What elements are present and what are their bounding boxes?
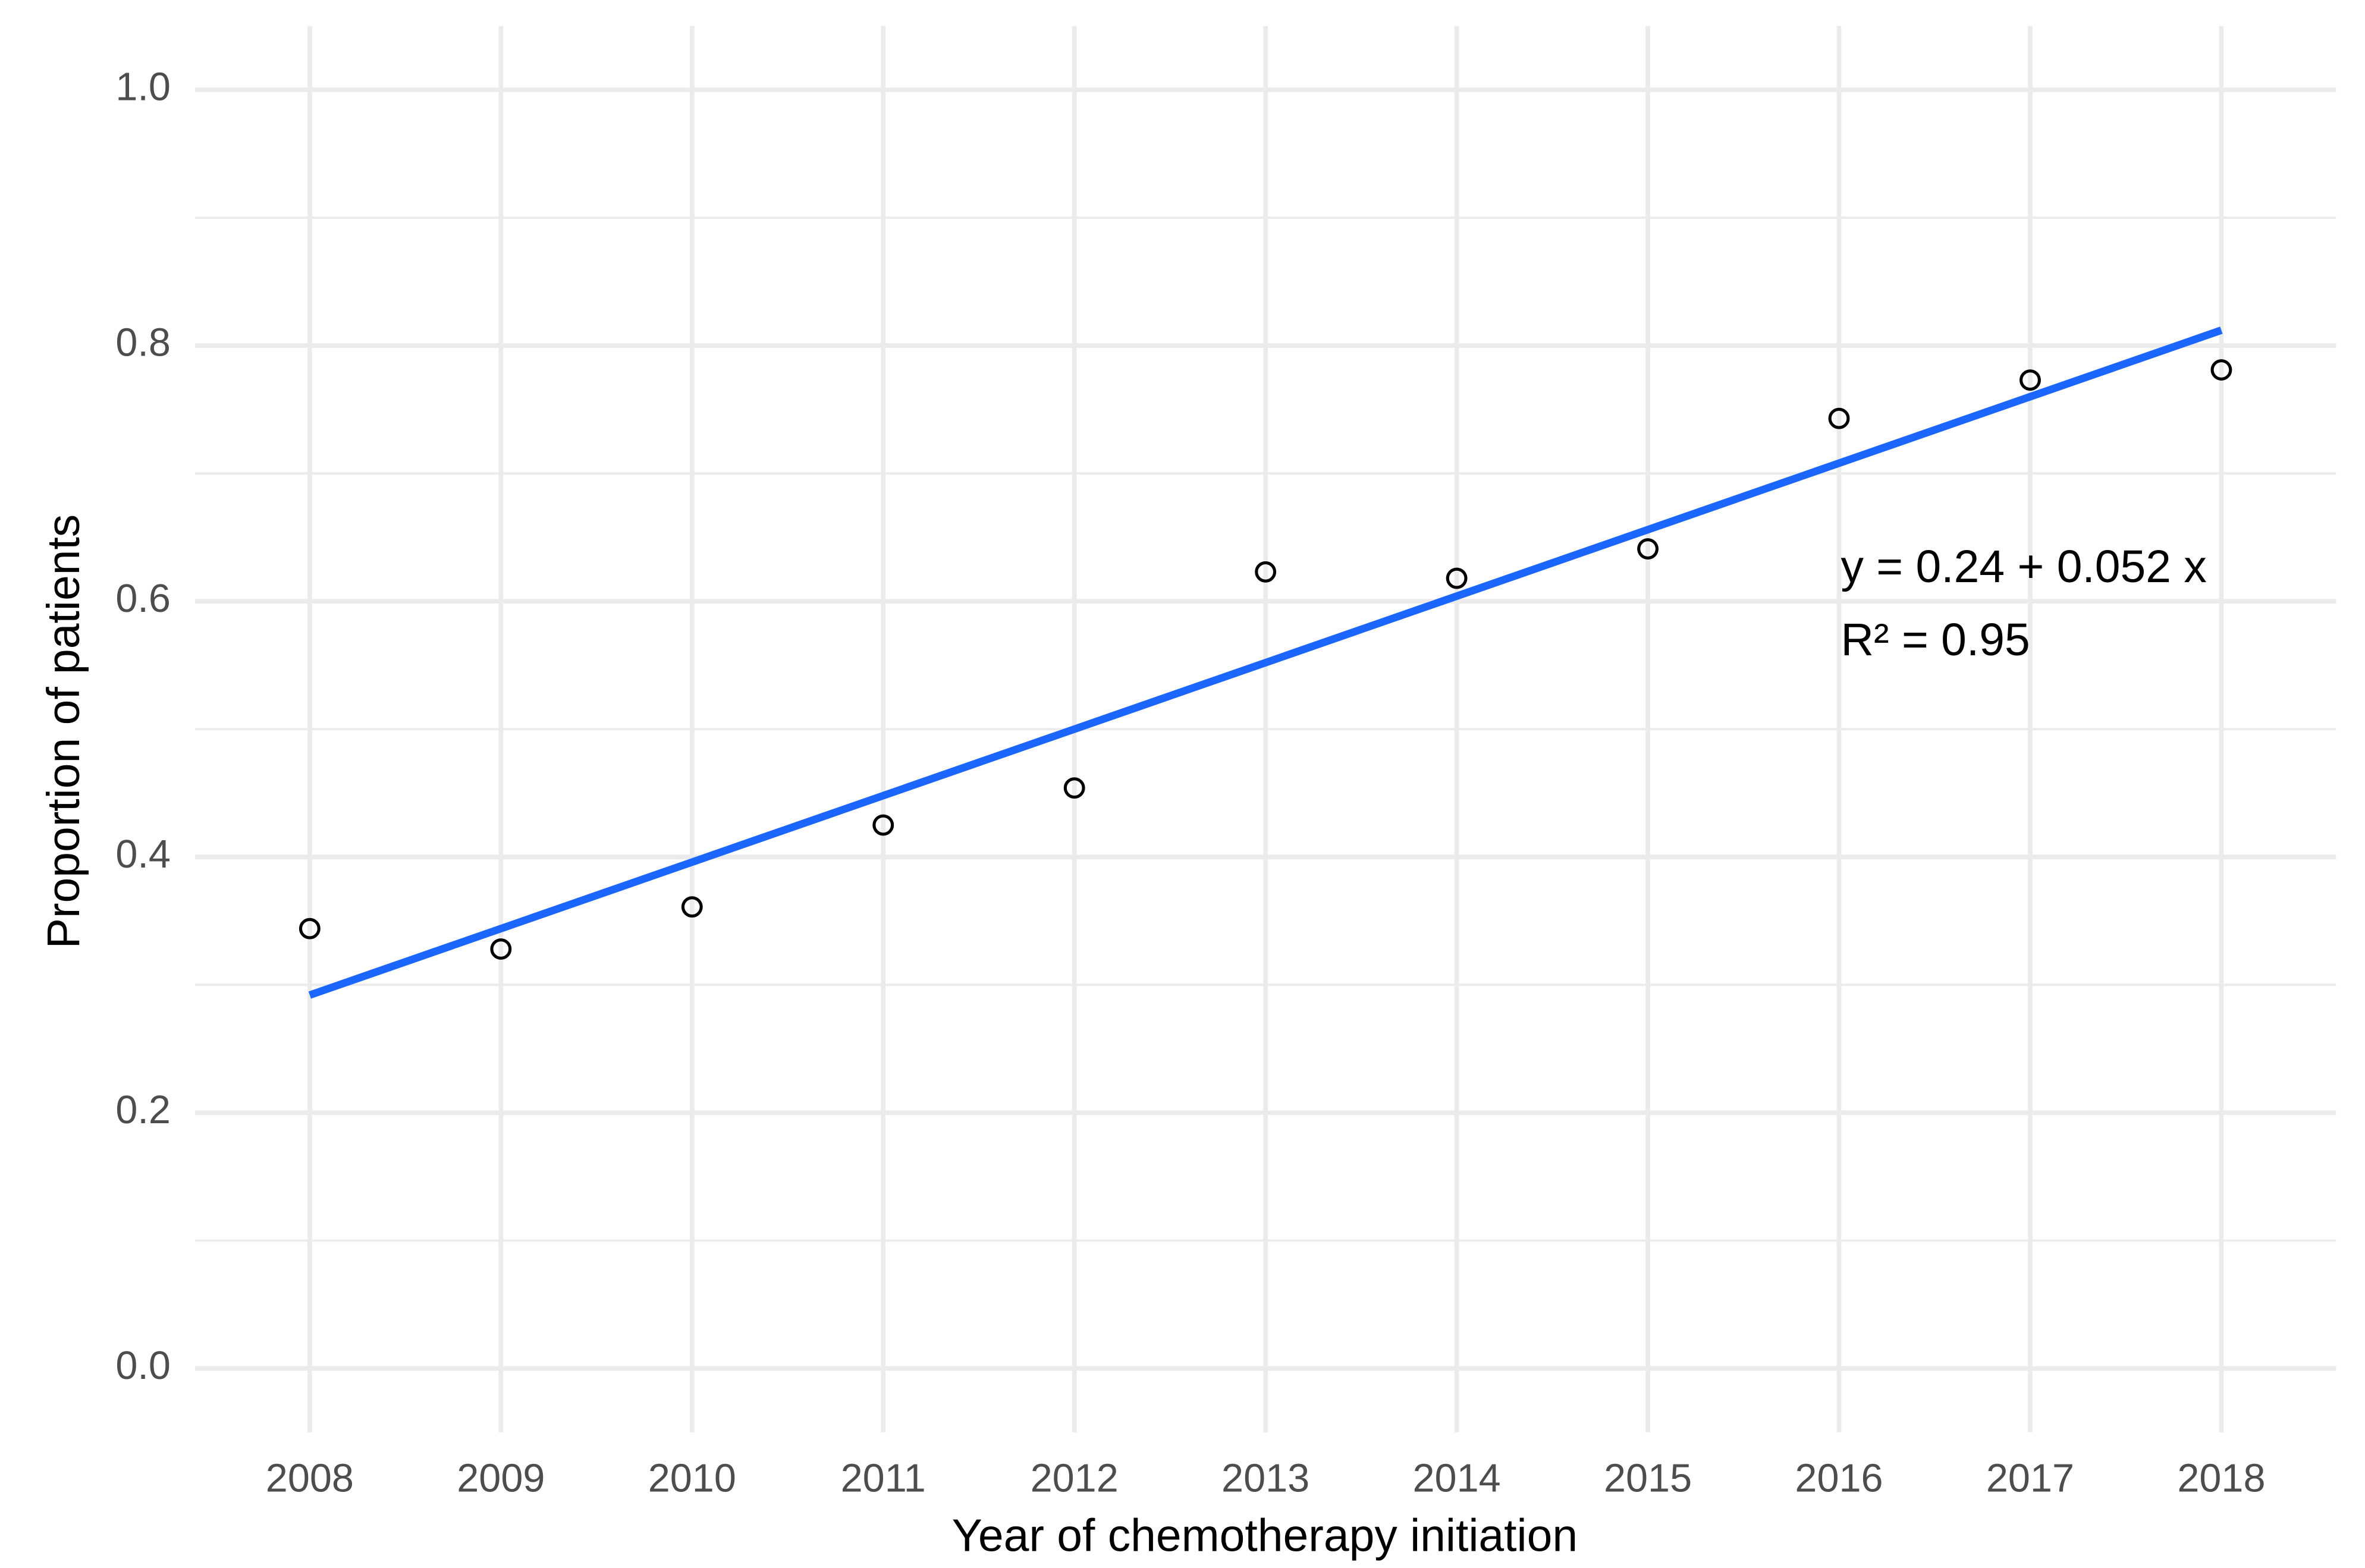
x-tick-label: 2013 [1221, 1457, 1309, 1501]
data-point [681, 896, 703, 918]
fit-line [308, 326, 2223, 999]
x-tick-label: 2012 [1031, 1457, 1119, 1501]
data-point [872, 814, 894, 836]
x-tick-label: 2010 [648, 1457, 736, 1501]
x-tick-label: 2015 [1604, 1457, 1692, 1501]
x-tick-label: 2009 [457, 1457, 545, 1501]
y-tick-label: 0.0 [115, 1344, 171, 1388]
data-point [1255, 561, 1277, 583]
r-squared-annotation: R² = 0.95 [1841, 614, 2030, 665]
data-point [2210, 359, 2232, 381]
data-point [1063, 777, 1085, 799]
data-point [2019, 369, 2041, 391]
x-tick-label: 2018 [2177, 1457, 2265, 1501]
y-tick-label: 0.8 [115, 321, 171, 365]
y-tick-label: 0.6 [115, 577, 171, 621]
data-point [490, 938, 512, 960]
y-tick-label: 1.0 [115, 65, 171, 109]
y-tick-label: 0.4 [115, 832, 171, 876]
y-axis-title: Proportion of patients [38, 514, 89, 949]
x-tick-label: 2016 [1795, 1457, 1883, 1501]
data-point [1828, 407, 1850, 429]
equation-annotation: y = 0.24 + 0.052 x [1841, 541, 2207, 592]
x-tick-label: 2014 [1413, 1457, 1501, 1501]
data-point [1637, 538, 1659, 560]
x-tick-label: 2008 [266, 1457, 354, 1501]
x-axis-title: Year of chemotherapy initiation [952, 1510, 1578, 1561]
x-tick-label: 2017 [1986, 1457, 2074, 1501]
x-tick-label: 2011 [841, 1457, 926, 1501]
data-point [1446, 567, 1468, 589]
y-tick-label: 0.2 [115, 1088, 171, 1132]
data-point [299, 917, 321, 939]
